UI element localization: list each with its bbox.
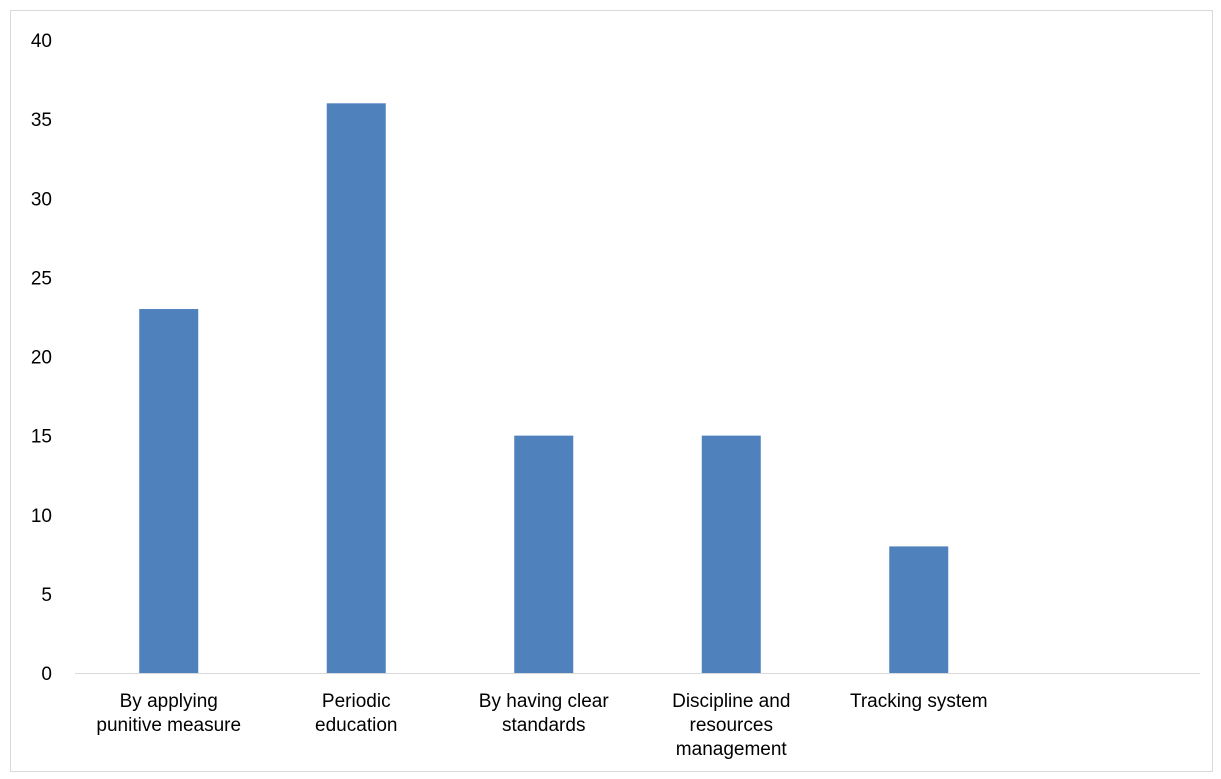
- x-category-label: Discipline and resources management: [672, 691, 790, 760]
- x-category-label-line: By having clear: [479, 691, 610, 712]
- x-category-label-line: punitive measure: [96, 715, 241, 736]
- y-axis-ticks: 0 5 10 15 20 25 30 35 40: [31, 31, 52, 685]
- bars: [139, 103, 949, 674]
- y-tick-label: 10: [31, 506, 52, 527]
- bar: [701, 435, 761, 673]
- y-tick-label: 15: [31, 427, 52, 448]
- y-tick-label: 5: [41, 585, 52, 606]
- bar: [326, 103, 386, 674]
- x-category-label: Periodic education: [315, 691, 397, 736]
- x-category-label: By having clear standards: [479, 691, 610, 736]
- x-category-label-line: resources: [690, 715, 773, 736]
- x-category-label: By applying punitive measure: [96, 691, 241, 736]
- y-tick-label: 40: [31, 31, 52, 52]
- y-tick-label: 35: [31, 110, 52, 131]
- x-category-label-line: management: [676, 739, 788, 760]
- bar: [139, 309, 199, 673]
- y-tick-label: 20: [31, 348, 52, 369]
- x-axis-labels: By applying punitive measure Periodic educa…: [96, 691, 987, 760]
- y-tick-label: 30: [31, 189, 52, 210]
- chart-frame: [10, 10, 1213, 772]
- y-tick-label: 25: [31, 268, 52, 289]
- x-category-label-line: Periodic: [322, 691, 391, 712]
- x-category-label-line: By applying: [120, 691, 218, 712]
- x-category-label-line: education: [315, 715, 397, 736]
- x-category-label-line: Discipline and: [672, 691, 790, 712]
- bar: [514, 435, 574, 673]
- x-category-label-line: standards: [502, 715, 585, 736]
- x-category-label: Tracking system: [850, 691, 988, 712]
- y-tick-label: 0: [41, 664, 52, 685]
- x-category-label-line: Tracking system: [850, 691, 988, 712]
- bar: [889, 546, 949, 673]
